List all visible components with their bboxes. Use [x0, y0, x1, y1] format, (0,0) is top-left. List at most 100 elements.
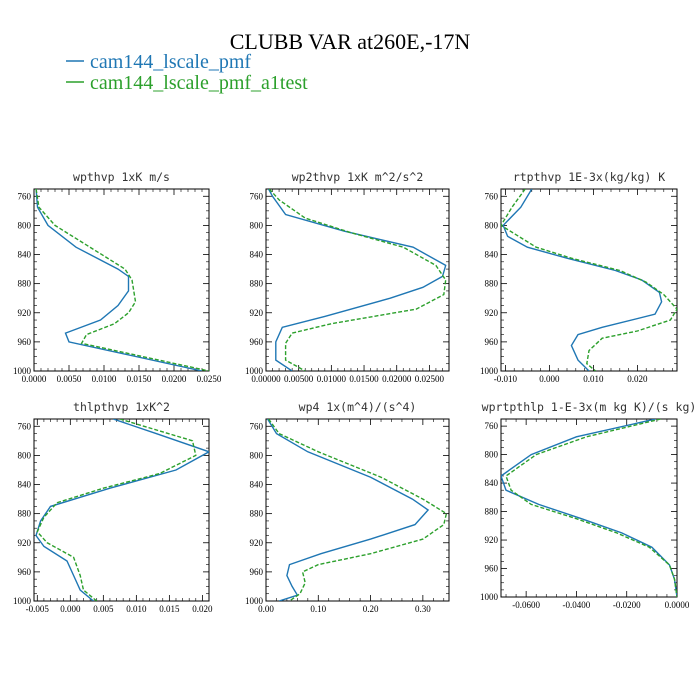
x-tick-label: 0.015 — [159, 604, 180, 614]
x-tick-label: 0.00500 — [284, 374, 314, 384]
panel-2: wp2thvp 1xK m^2/s^2 760 800 840 880 920 960 100… — [245, 170, 450, 384]
x-tick-label: 0.02000 — [382, 374, 412, 384]
plot-frame — [500, 188, 678, 372]
y-tick-label: 880 — [18, 509, 32, 519]
y-tick-label: 760 — [250, 421, 264, 431]
x-tick-label: 0.020 — [627, 374, 648, 384]
y-tick-label: 1000 — [480, 366, 499, 376]
y-tick-label: 960 — [18, 337, 32, 347]
y-tick-label: 840 — [250, 480, 264, 490]
series-line-1 — [267, 419, 430, 601]
panel-1: wpthvp 1xK m/s76080084088092096010000.00… — [13, 170, 222, 384]
y-tick-label: 760 — [18, 191, 32, 201]
y-tick-label: 840 — [485, 478, 499, 488]
x-tick-label: 0.01000 — [317, 374, 347, 384]
panel-4: thlpthvp 1xK^2 760 800 840 880 920 960 1000-0.0… — [13, 400, 213, 614]
figure-title: CLUBB VAR at260E,-17N — [230, 29, 471, 54]
x-tick-label: -0.0400 — [563, 600, 591, 610]
y-tick-label: 760 — [250, 191, 264, 201]
series-line-1 — [267, 189, 447, 371]
x-tick-label: -0.0200 — [613, 600, 641, 610]
series-line-2 — [501, 189, 677, 371]
x-tick-label: 0.30 — [415, 604, 431, 614]
x-tick-label: -0.010 — [494, 374, 518, 384]
series-line-1 — [35, 189, 203, 371]
y-tick-label: 880 — [18, 279, 32, 289]
panel-title: wpthvp 1xK m/s — [73, 170, 170, 184]
x-tick-label: 0.02500 — [415, 374, 445, 384]
x-tick-label: 0.00 — [258, 604, 274, 614]
y-tick-label: 920 — [18, 538, 32, 548]
panels: wpthvp 1xK m/s76080084088092096010000.00… — [13, 170, 696, 614]
plot-frame — [265, 418, 450, 602]
panel-3: rtpthvp 1E-3x(kg/kg) K 760 800 840 880 920 960… — [480, 170, 678, 384]
x-tick-label: 0.0250 — [197, 374, 222, 384]
x-tick-label: -0.005 — [26, 604, 50, 614]
y-tick-label: 840 — [250, 250, 264, 260]
panel-5: wp4 1x(m^4)/(s^4)76080084088092096010000… — [245, 400, 450, 614]
y-tick-label: 1000 — [13, 596, 32, 606]
panel-title: rtpthvp 1E-3x(kg/kg) K — [513, 170, 665, 184]
y-tick-label: 1000 — [245, 366, 264, 376]
y-tick-label: 800 — [485, 220, 499, 230]
y-tick-label: 1000 — [13, 366, 32, 376]
y-tick-label: 840 — [18, 480, 32, 490]
y-tick-label: 920 — [250, 538, 264, 548]
y-tick-label: 960 — [485, 337, 499, 347]
x-tick-label: 0.010 — [583, 374, 604, 384]
y-tick-label: 800 — [250, 220, 264, 230]
x-tick-label: 0.10 — [310, 604, 326, 614]
legend-label-1: cam144_lscale_pmf — [90, 51, 251, 73]
plot-frame — [33, 188, 210, 372]
y-tick-label: 880 — [250, 279, 264, 289]
y-tick-label: 800 — [485, 450, 499, 460]
x-tick-label: -0.0600 — [512, 600, 540, 610]
y-tick-label: 880 — [485, 279, 499, 289]
plot-frame — [500, 418, 678, 598]
x-tick-label: 0.0000 — [22, 374, 47, 384]
y-tick-label: 920 — [250, 308, 264, 318]
x-tick-label: 0.00000 — [251, 374, 281, 384]
y-tick-label: 920 — [485, 535, 499, 545]
series-line-1 — [502, 189, 663, 371]
x-tick-label: 0.010 — [126, 604, 147, 614]
y-tick-label: 760 — [18, 421, 32, 431]
panel-6: wprtpthlp 1-E-3x(m kg K)/(s kg) 760 800 840… — [480, 400, 696, 610]
panel-title: wp4 1x(m^4)/(s^4) — [299, 400, 417, 414]
series-line-2 — [36, 419, 197, 601]
x-tick-label: 0.0150 — [127, 374, 152, 384]
y-tick-label: 1000 — [480, 592, 499, 602]
y-tick-label: 960 — [250, 337, 264, 347]
legend-label-2: cam144_lscale_pmf_a1test — [90, 72, 308, 94]
plot-frame — [33, 418, 210, 602]
panel-title: thlpthvp 1xK^2 — [73, 400, 170, 414]
y-tick-label: 840 — [18, 250, 32, 260]
y-tick-label: 840 — [485, 250, 499, 260]
y-tick-label: 800 — [250, 450, 264, 460]
y-tick-label: 880 — [250, 509, 264, 519]
y-tick-label: 880 — [485, 507, 499, 517]
x-tick-label: 0.000 — [60, 604, 81, 614]
series-line-2 — [505, 419, 677, 597]
series-line-2 — [35, 189, 209, 371]
y-tick-label: 1000 — [245, 596, 264, 606]
y-tick-label: 800 — [18, 450, 32, 460]
x-tick-label: 0.0050 — [57, 374, 82, 384]
x-tick-label: 0.020 — [192, 604, 213, 614]
y-tick-label: 800 — [18, 220, 32, 230]
series-line-1 — [35, 419, 209, 601]
y-tick-label: 920 — [18, 308, 32, 318]
series-line-2 — [268, 189, 447, 371]
y-tick-label: 960 — [250, 567, 264, 577]
y-tick-label: 960 — [485, 564, 499, 574]
panel-title: wp2thvp 1xK m^2/s^2 — [292, 170, 424, 184]
series-line-2 — [268, 419, 448, 601]
x-tick-label: 0.0100 — [92, 374, 117, 384]
y-tick-label: 760 — [485, 421, 499, 431]
x-tick-label: 0.000 — [539, 374, 560, 384]
x-tick-label: 0.005 — [93, 604, 114, 614]
panel-title: wprtpthlp 1-E-3x(m kg K)/(s kg) — [482, 400, 697, 414]
y-tick-label: 960 — [18, 567, 32, 577]
y-tick-label: 760 — [485, 191, 499, 201]
